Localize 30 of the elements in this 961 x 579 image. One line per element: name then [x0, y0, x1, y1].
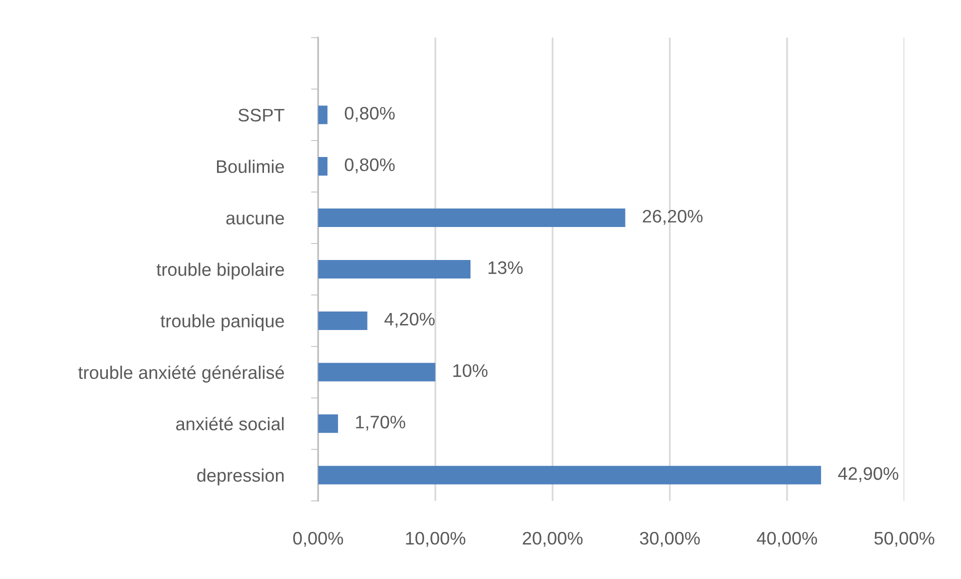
bar [318, 157, 328, 176]
x-tick-label: 0,00% [293, 532, 344, 547]
data-label: 1,70% [356, 416, 406, 431]
bar [318, 466, 822, 484]
bar [318, 260, 471, 278]
x-tick-label: 20,00% [522, 532, 583, 547]
data-label: 42,90% [838, 467, 898, 482]
y-tick-label: Boulimie [217, 160, 284, 174]
x-tick-label: 30,00% [640, 532, 700, 547]
y-tick-label: depression [197, 468, 284, 486]
data-label: 10% [453, 364, 488, 378]
y-tick-label: trouble bipolaire [156, 262, 284, 280]
x-tick-label: 40,00% [756, 532, 818, 547]
y-tick-label: aucune [226, 214, 284, 224]
data-label: 13% [488, 261, 523, 274]
data-label: 0,80% [344, 158, 395, 174]
bar [318, 414, 338, 433]
data-label: 26,20% [642, 210, 703, 225]
bar [318, 106, 328, 124]
bar [318, 311, 368, 330]
data-label: 0,80% [344, 106, 395, 122]
x-tick-label: 50,00% [874, 532, 934, 547]
bar [318, 208, 626, 228]
x-tick-label: 10,00% [406, 532, 466, 547]
bar [318, 362, 436, 382]
y-tick-label: anxiété social [176, 416, 284, 430]
y-tick-label: trouble anxiété généralisé [78, 366, 284, 383]
y-tick-label: SSPT [238, 108, 284, 122]
data-label: 4,20% [384, 312, 435, 328]
y-tick-label: trouble panique [160, 314, 284, 331]
